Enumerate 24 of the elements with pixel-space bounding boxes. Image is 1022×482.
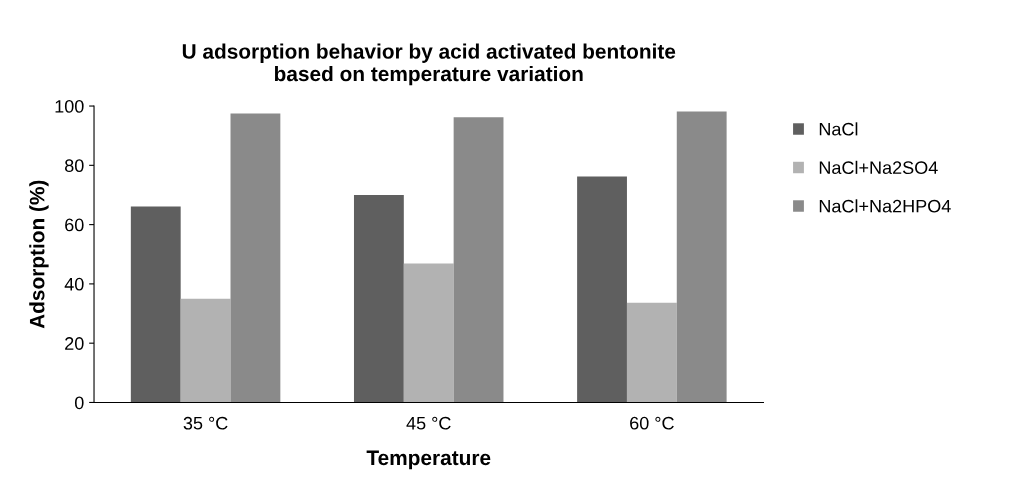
y-tick-label: 20 — [65, 337, 84, 350]
bar — [577, 176, 627, 403]
y-tick-label: 80 — [65, 159, 84, 173]
x-tick-label: 60 °C — [630, 416, 674, 430]
bar — [130, 206, 181, 403]
chart-title: U adsorption behavior by acid activated bentonite based on temperature variation — [182, 43, 676, 86]
bar — [353, 194, 404, 403]
bar — [626, 302, 677, 403]
legend-label: NaCl+Na2HPO4 — [819, 199, 951, 213]
y-tick-label: 0 — [74, 396, 84, 410]
legend-label: NaCl+Na2SO4 — [819, 160, 938, 175]
y-axis-title: Adsorption (%) — [29, 180, 49, 329]
legend-label: NaCl — [819, 122, 858, 136]
x-axis-title: Temperature — [366, 450, 491, 470]
bar — [676, 111, 727, 403]
bar — [230, 113, 281, 403]
bar — [403, 263, 454, 403]
x-tick-label: 45 °C — [406, 416, 451, 430]
x-tick-label: 35 °C — [183, 416, 228, 430]
y-tick-label: 60 — [65, 218, 84, 232]
bar — [453, 117, 504, 403]
bar — [180, 298, 231, 403]
y-tick-label: 40 — [64, 277, 84, 291]
y-tick-label: 100 — [55, 99, 84, 113]
